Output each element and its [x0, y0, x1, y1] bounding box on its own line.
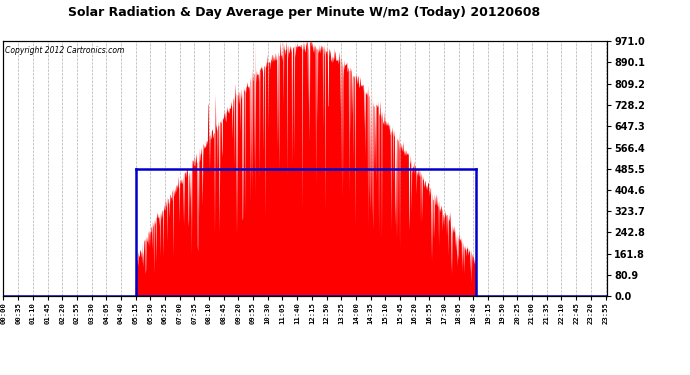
Text: Copyright 2012 Cartronics.com: Copyright 2012 Cartronics.com: [5, 46, 124, 56]
Text: Solar Radiation & Day Average per Minute W/m2 (Today) 20120608: Solar Radiation & Day Average per Minute…: [68, 6, 540, 19]
